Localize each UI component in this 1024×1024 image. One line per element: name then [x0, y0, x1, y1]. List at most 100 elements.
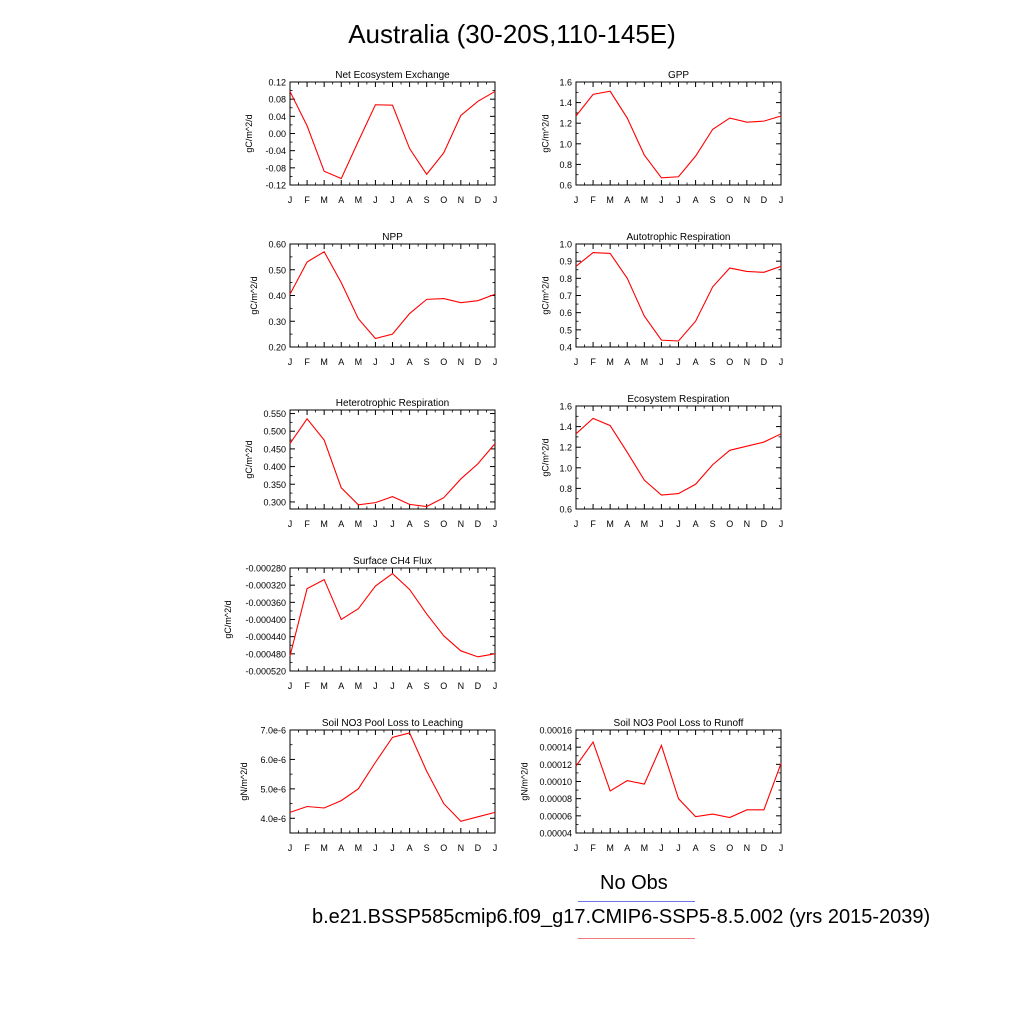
x-tick-label: A [624, 843, 630, 853]
x-tick-label: M [606, 843, 614, 853]
x-tick-label: J [676, 195, 681, 205]
y-axis-label: gC/m^2/d [244, 440, 254, 478]
x-tick-label: J [390, 843, 395, 853]
x-tick-label: J [288, 843, 293, 853]
series-line [289, 732, 496, 822]
y-tick-label: 1.6 [559, 402, 572, 412]
x-tick-label: J [288, 195, 293, 205]
x-tick-label: O [726, 519, 733, 529]
y-axis-label: gN/m^2/d [239, 762, 249, 800]
y-tick-label: -0.000520 [245, 667, 286, 677]
x-tick-label: J [493, 843, 498, 853]
x-tick-label: J [390, 357, 395, 367]
x-tick-label: J [390, 681, 395, 691]
x-tick-label: O [726, 357, 733, 367]
x-tick-label: A [407, 843, 413, 853]
y-tick-label: -0.000280 [245, 564, 286, 574]
x-tick-label: J [288, 519, 293, 529]
x-tick-label: J [373, 681, 378, 691]
x-tick-label: M [641, 843, 649, 853]
y-tick-label: -0.12 [265, 181, 286, 191]
x-tick-label: A [693, 843, 699, 853]
y-tick-label: 0.00006 [539, 811, 572, 821]
x-tick-label: J [493, 519, 498, 529]
x-tick-label: F [590, 195, 596, 205]
y-axis-label: gC/m^2/d [223, 600, 233, 638]
x-tick-label: N [744, 357, 751, 367]
x-tick-label: N [458, 357, 465, 367]
panel-title: Net Ecosystem Exchange [335, 70, 450, 81]
x-tick-label: J [779, 519, 784, 529]
x-tick-label: A [693, 195, 699, 205]
x-tick-label: O [440, 195, 447, 205]
y-axis-label: gC/m^2/d [249, 276, 259, 314]
x-tick-label: S [424, 195, 430, 205]
y-tick-label: -0.000440 [245, 632, 286, 642]
y-tick-label: 0.450 [263, 444, 286, 454]
x-tick-label: J [779, 195, 784, 205]
x-tick-label: O [726, 195, 733, 205]
series-line [289, 90, 496, 180]
x-tick-label: A [624, 357, 630, 367]
x-tick-label: J [676, 519, 681, 529]
plot-frame [289, 409, 496, 510]
series-line [575, 90, 782, 179]
y-tick-label: 0.08 [268, 95, 286, 105]
y-tick-label: 0.350 [263, 480, 286, 490]
x-tick-label: J [574, 519, 579, 529]
plot-frame [575, 243, 782, 348]
x-tick-label: M [606, 195, 614, 205]
y-tick-label: -0.000480 [245, 649, 286, 659]
x-tick-label: A [624, 195, 630, 205]
legend-model-line [578, 938, 695, 939]
y-tick-label: 4.0e-6 [260, 814, 286, 824]
y-tick-label: 0.04 [268, 112, 286, 122]
x-tick-label: S [710, 843, 716, 853]
y-tick-label: 0.12 [268, 78, 286, 88]
x-tick-label: M [320, 843, 328, 853]
x-tick-label: S [710, 357, 716, 367]
x-tick-label: J [659, 519, 664, 529]
y-tick-label: 0.00012 [539, 760, 572, 770]
x-tick-label: J [779, 357, 784, 367]
y-tick-label: 1.0 [559, 139, 572, 149]
y-tick-label: 1.4 [559, 98, 572, 108]
x-tick-label: J [779, 843, 784, 853]
x-tick-label: A [407, 195, 413, 205]
x-tick-label: J [493, 681, 498, 691]
plot-frame [289, 243, 496, 348]
plot-frame [289, 729, 496, 834]
x-tick-label: F [590, 519, 596, 529]
y-tick-label: 0.6 [559, 308, 572, 318]
x-tick-label: M [320, 681, 328, 691]
y-tick-label: 0.6 [559, 181, 572, 191]
series-line [289, 417, 496, 508]
panel-title: Ecosystem Respiration [627, 394, 729, 405]
panel-title: Surface CH4 Flux [353, 556, 432, 567]
x-tick-label: D [475, 519, 482, 529]
plot-frame [289, 567, 496, 672]
y-tick-label: 1.4 [559, 422, 572, 432]
x-tick-label: J [676, 843, 681, 853]
x-tick-label: M [606, 519, 614, 529]
x-tick-label: J [574, 357, 579, 367]
x-tick-label: N [458, 195, 465, 205]
x-tick-label: A [693, 357, 699, 367]
y-tick-label: 0.50 [268, 265, 286, 275]
x-tick-label: A [624, 519, 630, 529]
y-tick-label: 0.00016 [539, 726, 572, 736]
y-tick-label: 0.5 [559, 325, 572, 335]
x-tick-label: J [390, 519, 395, 529]
y-tick-label: 0.00010 [539, 777, 572, 787]
x-tick-label: S [424, 843, 430, 853]
y-tick-label: -0.000400 [245, 615, 286, 625]
x-tick-label: S [424, 357, 430, 367]
x-tick-label: D [475, 843, 482, 853]
x-tick-label: A [338, 195, 344, 205]
x-tick-label: M [320, 195, 328, 205]
x-tick-label: D [761, 843, 768, 853]
x-tick-label: N [744, 195, 751, 205]
